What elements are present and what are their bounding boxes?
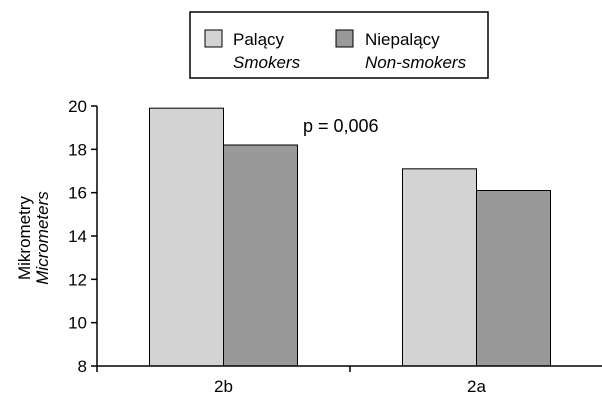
bar-2a-non-smokers bbox=[476, 190, 551, 367]
p-value-annotation: p = 0,006 bbox=[303, 116, 379, 136]
legend-label-non-smokers: Niepalący bbox=[365, 30, 440, 49]
legend-label-smokers-en: Smokers bbox=[233, 53, 301, 72]
y-axis-title: Mikrometry Micrometers bbox=[15, 191, 52, 285]
legend: Palący Smokers Niepalący Non-smokers bbox=[189, 11, 489, 79]
y-tick-label-10: 10 bbox=[68, 314, 87, 333]
bar-2b-non-smokers bbox=[223, 144, 298, 367]
y-axis-label: Mikrometry bbox=[15, 195, 34, 280]
bar-2a-smokers bbox=[402, 168, 477, 367]
y-tick-label-14: 14 bbox=[68, 227, 87, 246]
legend-label-smokers: Palący bbox=[233, 30, 285, 49]
x-tick-label-2b: 2b bbox=[214, 377, 233, 396]
y-tick-label-16: 16 bbox=[68, 184, 87, 203]
plot-area: 2b 2a 8 10 12 14 16 18 20 bbox=[68, 97, 602, 396]
y-tick-label-12: 12 bbox=[68, 270, 87, 289]
y-tick-label-20: 20 bbox=[68, 97, 87, 116]
y-tick-label-18: 18 bbox=[68, 140, 87, 159]
legend-swatch-non-smokers bbox=[335, 29, 354, 48]
y-axis-label-en: Micrometers bbox=[33, 191, 52, 285]
y-tick-label-8: 8 bbox=[78, 357, 87, 376]
legend-label-non-smokers-en: Non-smokers bbox=[365, 53, 467, 72]
legend-swatch-smokers bbox=[204, 29, 223, 48]
x-tick-label-2a: 2a bbox=[467, 377, 486, 396]
bar-2b-smokers bbox=[149, 107, 224, 367]
